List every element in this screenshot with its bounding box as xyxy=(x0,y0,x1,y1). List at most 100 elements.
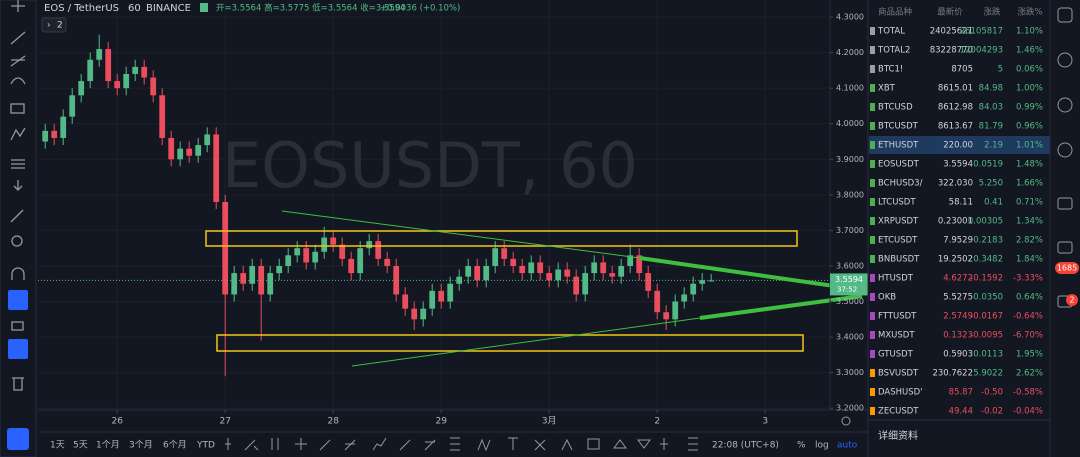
candle-body xyxy=(375,241,382,259)
x-tick-label: 2 xyxy=(654,417,660,427)
candle-body xyxy=(708,280,715,282)
range-button[interactable]: 6个月 xyxy=(163,440,187,451)
hide-tool[interactable] xyxy=(8,339,28,359)
symbol-name: BTC1! xyxy=(878,65,903,75)
arrow-tool[interactable] xyxy=(13,180,23,191)
chat-icon[interactable] xyxy=(1057,197,1073,210)
range-button[interactable]: 3个月 xyxy=(129,440,153,451)
alert-icon[interactable] xyxy=(1057,52,1073,68)
shortcut-icon[interactable] xyxy=(587,438,600,450)
prediction-tool[interactable] xyxy=(11,159,25,169)
change: 81.79 xyxy=(979,122,1003,132)
candle-body xyxy=(609,273,616,277)
shortcut-icon[interactable] xyxy=(372,437,387,451)
y-tick-label: 3.9000 xyxy=(836,155,864,164)
magnet-tool[interactable] xyxy=(11,267,25,280)
last-price: 7.9529 xyxy=(943,236,973,246)
draw-mode[interactable] xyxy=(8,290,28,310)
shortcut-icon[interactable] xyxy=(225,438,231,450)
candle-body xyxy=(78,81,85,96)
symbol-name: TOTAL xyxy=(877,27,905,37)
change-percent: 0.96% xyxy=(1016,122,1043,132)
change-percent: 0.99% xyxy=(1016,103,1043,113)
shortcut-icon[interactable] xyxy=(613,439,627,449)
y-tick-label: 3.4000 xyxy=(836,333,864,342)
x-tick-label: 3 xyxy=(762,417,768,427)
symbol-name: FTTUSDT xyxy=(878,312,917,322)
change-percent: 1.46% xyxy=(1016,46,1043,56)
details[interactable]: 详细资料 xyxy=(878,429,918,442)
crosshair-tool[interactable] xyxy=(11,0,25,12)
shortcut-icon[interactable] xyxy=(637,439,651,449)
candle-body xyxy=(411,308,418,320)
auto-toggle[interactable]: auto xyxy=(837,441,858,451)
shortcut-icon[interactable] xyxy=(319,439,331,451)
candle-body xyxy=(204,134,211,146)
interval: 60 xyxy=(128,3,141,14)
shortcut-icon[interactable] xyxy=(477,438,491,452)
change: 5.9022 xyxy=(973,369,1003,379)
fib-tool[interactable] xyxy=(10,55,26,67)
row-flag xyxy=(870,84,875,92)
change: 26105817 xyxy=(960,27,1003,37)
range-button[interactable]: YTD xyxy=(196,441,215,451)
change: 84.98 xyxy=(979,84,1003,94)
candle-body xyxy=(627,255,634,266)
last-price: 83228770 xyxy=(930,46,973,56)
range-button[interactable]: 5天 xyxy=(73,441,88,451)
upper-arrow xyxy=(639,256,863,292)
shortcut-icon[interactable] xyxy=(534,439,546,451)
hotlist-icon[interactable] xyxy=(1057,142,1073,158)
range-button[interactable]: 1天 xyxy=(50,441,65,451)
ideas-icon[interactable] xyxy=(1057,241,1073,254)
star-tool[interactable] xyxy=(7,428,29,450)
last-price-label: 3.5594 xyxy=(835,275,863,284)
range-button[interactable]: 1个月 xyxy=(96,440,120,451)
settings-icon[interactable] xyxy=(841,416,851,426)
zoom-tool[interactable] xyxy=(11,235,23,247)
ruler-tool[interactable] xyxy=(10,209,24,223)
candle-body xyxy=(96,49,103,60)
candle-body xyxy=(123,73,130,89)
last-price: 8615.01 xyxy=(938,84,973,94)
log-toggle[interactable]: log xyxy=(815,441,829,451)
change: -0.50 xyxy=(981,388,1003,398)
shortcut-icon[interactable] xyxy=(244,439,259,451)
shortcut-icon[interactable] xyxy=(399,439,411,451)
shortcut-icon[interactable] xyxy=(424,439,436,451)
shortcut-icon[interactable] xyxy=(344,439,356,451)
candle-body xyxy=(69,95,76,117)
row-flag xyxy=(870,350,875,358)
ohlc: 开=3.5564 高=3.5775 低=3.5564 收=3.5594 xyxy=(216,3,406,14)
row-flag xyxy=(870,369,875,377)
candle-body xyxy=(699,280,706,284)
y-tick-label: 3.7000 xyxy=(836,226,864,235)
candle-body xyxy=(546,273,553,281)
row-flag xyxy=(870,141,875,149)
change: 0.3482 xyxy=(973,255,1003,265)
percent-toggle[interactable]: % xyxy=(797,441,806,451)
shortcut-icon[interactable] xyxy=(271,438,279,450)
shortcut-icon[interactable] xyxy=(295,438,307,450)
shortcut-icon[interactable] xyxy=(508,437,518,450)
text-tool[interactable] xyxy=(10,103,25,114)
shortcut-icon[interactable] xyxy=(660,438,668,450)
bottom-bar: 1天 5天 1个月 3个月 6个月 YTD xyxy=(50,440,215,451)
lock-tool[interactable] xyxy=(11,321,24,331)
layout-button[interactable] xyxy=(41,17,67,33)
shortcut-icon[interactable] xyxy=(561,438,573,451)
delete-tool[interactable] xyxy=(12,377,24,391)
watchlist-icon[interactable] xyxy=(1057,7,1073,23)
data-window-icon[interactable] xyxy=(1057,97,1073,113)
shortcut-icon[interactable] xyxy=(688,437,698,451)
candle-body xyxy=(312,251,319,263)
shortcut-icon[interactable] xyxy=(450,437,460,451)
trendline-tool[interactable] xyxy=(10,31,26,45)
last-price: 24025621 xyxy=(930,27,973,37)
pattern-tool[interactable] xyxy=(10,127,26,141)
symbol-name: XRPUSDT xyxy=(878,217,919,227)
upper-trendline xyxy=(281,210,641,259)
brush-tool[interactable] xyxy=(10,77,26,85)
price-axis: 3.2000 3.3000 3.4000 3.5000 3.6000 3.7000 3.80… xyxy=(830,13,868,413)
